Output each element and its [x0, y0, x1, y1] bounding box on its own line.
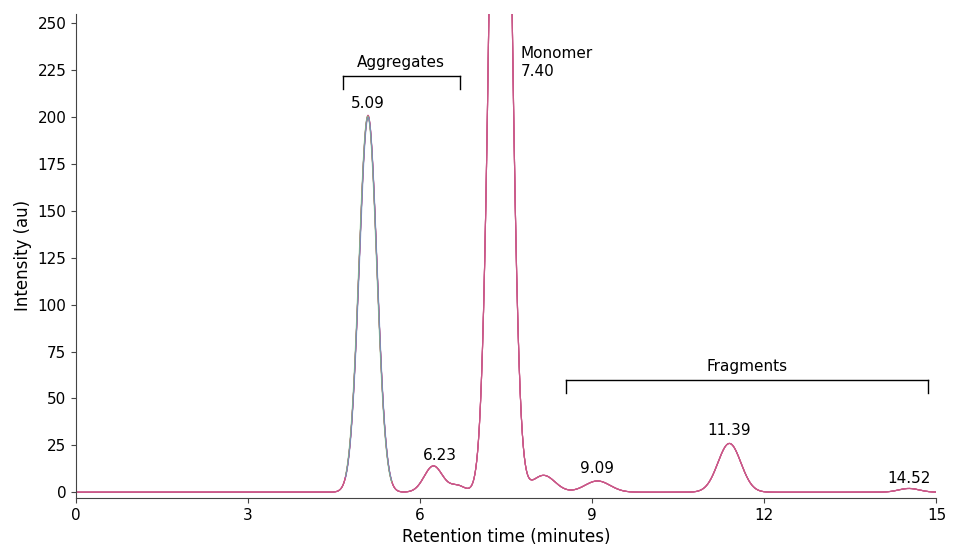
Text: Fragments: Fragments: [707, 359, 788, 374]
Text: 11.39: 11.39: [708, 423, 752, 438]
X-axis label: Retention time (minutes): Retention time (minutes): [402, 528, 611, 546]
Text: 5.09: 5.09: [351, 96, 385, 111]
Y-axis label: Intensity (au): Intensity (au): [13, 200, 32, 311]
Text: 14.52: 14.52: [887, 470, 930, 486]
Text: Aggregates: Aggregates: [357, 55, 445, 70]
Text: 6.23: 6.23: [423, 448, 457, 463]
Text: Monomer
7.40: Monomer 7.40: [520, 46, 593, 80]
Text: 9.09: 9.09: [581, 461, 614, 476]
